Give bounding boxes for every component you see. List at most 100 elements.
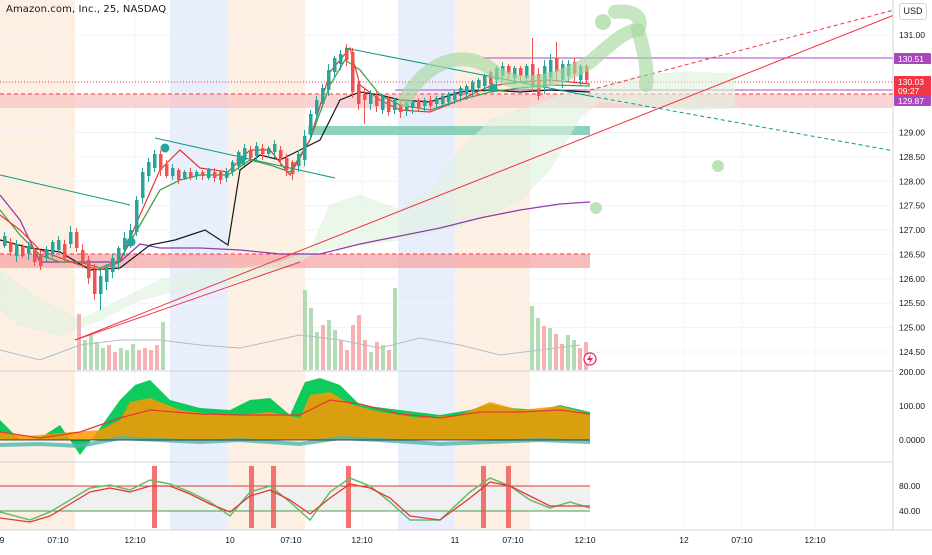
candle-body[interactable] — [117, 248, 121, 262]
candle-body[interactable] — [513, 68, 517, 78]
trendline-green-extension[interactable] — [589, 95, 901, 153]
candle-body[interactable] — [453, 92, 457, 100]
candle-body[interactable] — [489, 72, 493, 84]
candle-body[interactable] — [255, 146, 259, 156]
candle-body[interactable] — [441, 96, 445, 104]
candle-body[interactable] — [549, 60, 553, 78]
candle-body[interactable] — [33, 250, 37, 262]
candle-body[interactable] — [519, 68, 523, 76]
candle-body[interactable] — [375, 96, 379, 106]
candle-body[interactable] — [99, 276, 103, 294]
price-candles[interactable] — [3, 38, 589, 310]
candle-body[interactable] — [225, 172, 229, 178]
candle-body[interactable] — [357, 84, 361, 104]
candle-body[interactable] — [393, 100, 397, 110]
candle-body[interactable] — [183, 172, 187, 178]
candle-body[interactable] — [171, 168, 175, 176]
candle-body[interactable] — [507, 66, 511, 74]
candle-body[interactable] — [81, 250, 85, 264]
candle-body[interactable] — [147, 162, 151, 176]
candle-body[interactable] — [87, 260, 91, 278]
candle-body[interactable] — [219, 172, 223, 180]
candle-body[interactable] — [471, 82, 475, 92]
candle-body[interactable] — [3, 236, 7, 246]
candle-body[interactable] — [15, 244, 19, 256]
candle-body[interactable] — [45, 250, 49, 258]
candle-body[interactable] — [339, 54, 343, 64]
candle-body[interactable] — [159, 154, 163, 170]
trendline-red[interactable] — [74, 0, 932, 341]
candle-body[interactable] — [57, 240, 61, 250]
candle-body[interactable] — [261, 148, 265, 154]
candle-body[interactable] — [165, 164, 169, 176]
candle-body[interactable] — [63, 244, 67, 258]
candle-body[interactable] — [369, 94, 373, 104]
candle-body[interactable] — [327, 70, 331, 90]
candle-body[interactable] — [309, 114, 313, 134]
forecast-arrow[interactable] — [631, 23, 654, 92]
candle-body[interactable] — [21, 246, 25, 256]
candle-body[interactable] — [207, 170, 211, 178]
candle-body[interactable] — [141, 172, 145, 198]
candle-body[interactable] — [483, 76, 487, 86]
candle-body[interactable] — [291, 162, 295, 174]
candle-body[interactable] — [447, 94, 451, 102]
candle-body[interactable] — [399, 104, 403, 112]
trendline-green[interactable] — [0, 174, 131, 206]
trend-drawings[interactable] — [0, 0, 932, 366]
candle-body[interactable] — [381, 96, 385, 110]
candle-body[interactable] — [417, 100, 421, 108]
candle-body[interactable] — [201, 172, 205, 176]
candle-body[interactable] — [249, 150, 253, 158]
candle-body[interactable] — [465, 86, 469, 94]
candle-body[interactable] — [213, 172, 217, 178]
candle-body[interactable] — [279, 150, 283, 160]
candle-body[interactable] — [105, 268, 109, 282]
candle-body[interactable] — [177, 170, 181, 180]
candle-body[interactable] — [153, 154, 157, 168]
candle-body[interactable] — [75, 232, 79, 248]
candle-body[interactable] — [525, 66, 529, 78]
candle-body[interactable] — [297, 154, 301, 166]
candle-body[interactable] — [243, 148, 247, 160]
candle-body[interactable] — [423, 100, 427, 106]
candle-body[interactable] — [531, 64, 535, 86]
candle-body[interactable] — [189, 172, 193, 178]
candle-body[interactable] — [315, 100, 319, 114]
candle-body[interactable] — [267, 148, 271, 154]
candle-body[interactable] — [27, 246, 31, 254]
candle-body[interactable] — [93, 270, 97, 294]
candle-body[interactable] — [435, 98, 439, 104]
candle-body[interactable] — [273, 144, 277, 152]
candle-body[interactable] — [39, 254, 43, 266]
candle-body[interactable] — [387, 98, 391, 112]
candle-body[interactable] — [231, 162, 235, 172]
candle-body[interactable] — [333, 58, 337, 72]
candle-body[interactable] — [321, 88, 325, 104]
candle-body[interactable] — [459, 88, 463, 96]
trendline-red[interactable] — [74, 261, 301, 341]
candle-body[interactable] — [363, 94, 367, 100]
candle-body[interactable] — [303, 136, 307, 160]
candle-body[interactable] — [9, 242, 13, 252]
candle-body[interactable] — [51, 242, 55, 254]
oscillator-panel-2[interactable] — [0, 461, 932, 528]
currency-button[interactable]: USD — [899, 3, 927, 20]
candle-body[interactable] — [585, 66, 589, 80]
trendline-green[interactable] — [344, 47, 591, 97]
candle-body[interactable] — [285, 158, 289, 170]
candle-body[interactable] — [135, 200, 139, 232]
candle-body[interactable] — [477, 80, 481, 88]
candle-body[interactable] — [351, 52, 355, 92]
candle-body[interactable] — [429, 100, 433, 106]
candle-body[interactable] — [345, 48, 349, 60]
candle-body[interactable] — [69, 232, 73, 244]
candle-body[interactable] — [123, 238, 127, 250]
candle-body[interactable] — [195, 172, 199, 176]
candle-body[interactable] — [129, 230, 133, 242]
candle-body[interactable] — [555, 58, 559, 72]
oscillator-panel-1[interactable] — [0, 370, 932, 455]
candle-body[interactable] — [411, 102, 415, 108]
